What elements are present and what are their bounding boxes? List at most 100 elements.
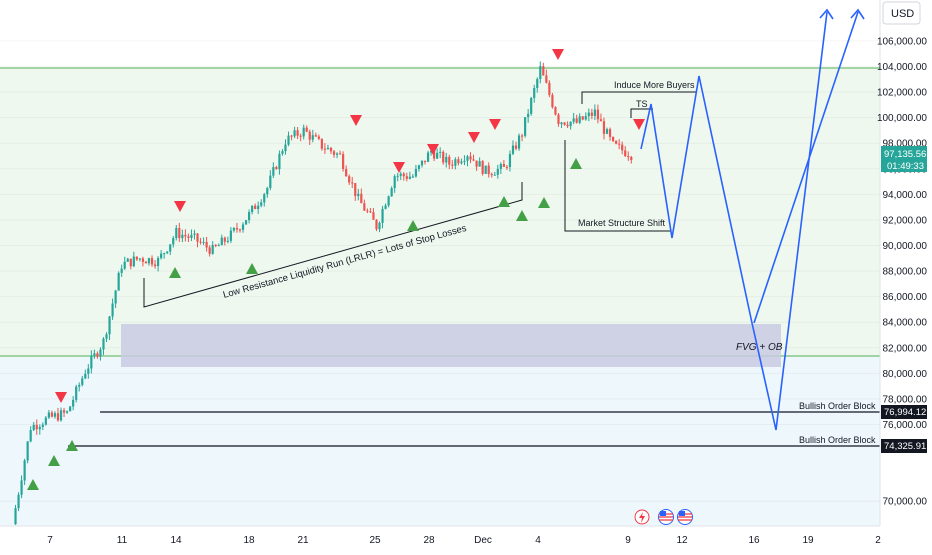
candle-body bbox=[602, 121, 606, 134]
candle-body bbox=[375, 219, 378, 230]
candle-body bbox=[293, 130, 296, 137]
candle-body bbox=[475, 160, 478, 167]
candle-body bbox=[150, 258, 154, 265]
candle-body bbox=[93, 353, 96, 356]
candle-body bbox=[26, 441, 29, 461]
candle-body bbox=[366, 210, 369, 212]
mss-label: Market Structure Shift bbox=[578, 218, 666, 228]
current-price-countdown: 01:49:33 bbox=[887, 161, 924, 172]
time-axis[interactable]: 7 11 14 18 21 25 28 Dec 4 9 12 16 19 2 bbox=[47, 535, 881, 546]
us-flag-canton-1 bbox=[660, 511, 666, 516]
candle-body bbox=[23, 460, 26, 481]
candle-body bbox=[533, 88, 536, 99]
candle-body bbox=[423, 160, 427, 162]
candle-body bbox=[451, 164, 454, 166]
price-tick-label: 76,000.00 bbox=[883, 420, 928, 431]
candle-body bbox=[569, 121, 572, 127]
candle-body bbox=[187, 236, 190, 238]
candle-body bbox=[311, 135, 314, 140]
candle-body bbox=[414, 168, 418, 177]
candle-body bbox=[417, 165, 421, 169]
candle-body bbox=[181, 234, 184, 239]
candle-body bbox=[214, 244, 217, 247]
candle-body bbox=[445, 156, 448, 163]
candle-body bbox=[62, 410, 66, 413]
candle-body bbox=[454, 159, 457, 166]
candle-body bbox=[266, 188, 269, 195]
up-marker-icon bbox=[48, 455, 60, 466]
price-tick-label: 88,000.00 bbox=[883, 267, 928, 278]
candle-body bbox=[235, 228, 239, 230]
time-tick-label: Dec bbox=[474, 535, 492, 546]
candle-body bbox=[147, 258, 151, 264]
candle-body bbox=[254, 205, 257, 210]
candle-body bbox=[72, 399, 75, 407]
candle-body bbox=[463, 160, 466, 162]
candle-body bbox=[296, 130, 299, 136]
down-marker-icon bbox=[350, 115, 362, 126]
candle-body bbox=[587, 112, 590, 117]
projection-path[interactable] bbox=[640, 11, 828, 431]
candle-body bbox=[75, 386, 78, 400]
down-marker-icon bbox=[633, 119, 645, 130]
candle-body bbox=[129, 258, 132, 267]
projection-path-2[interactable] bbox=[753, 11, 859, 324]
candle-body bbox=[433, 150, 436, 159]
candle-body bbox=[284, 144, 287, 152]
candle-body bbox=[442, 151, 445, 163]
level-tag-2 bbox=[881, 439, 927, 453]
candle-body bbox=[263, 194, 266, 203]
candle-body bbox=[223, 237, 226, 242]
price-tick-label: 70,000.00 bbox=[883, 497, 928, 508]
candle-body bbox=[226, 240, 229, 242]
candle-body bbox=[205, 241, 208, 248]
candle-body bbox=[466, 156, 469, 161]
candle-body bbox=[557, 114, 560, 125]
current-price-tag[interactable] bbox=[881, 146, 927, 172]
candle-body bbox=[175, 228, 178, 239]
candle-body bbox=[338, 153, 342, 155]
candle-body bbox=[436, 152, 439, 159]
candle-body bbox=[50, 412, 54, 417]
up-marker-icon bbox=[27, 479, 39, 490]
candle-body bbox=[153, 264, 157, 267]
time-tick-label: 14 bbox=[170, 535, 182, 546]
fvg-ob-zone[interactable] bbox=[121, 324, 781, 367]
candle-body bbox=[44, 417, 47, 425]
time-tick-label: 18 bbox=[243, 535, 255, 546]
candle-body bbox=[138, 258, 141, 260]
candle-body bbox=[90, 355, 93, 369]
candle-body bbox=[393, 176, 396, 189]
time-tick-label: 28 bbox=[423, 535, 435, 546]
candle-body bbox=[299, 135, 302, 137]
upper-range-zone bbox=[0, 68, 880, 356]
down-marker-icon bbox=[174, 201, 186, 212]
candle-body bbox=[554, 107, 557, 115]
up-marker-icon bbox=[570, 158, 582, 169]
candle-body bbox=[275, 167, 278, 170]
candle-body bbox=[596, 109, 600, 120]
candle-body bbox=[323, 148, 327, 150]
down-marker-icon bbox=[393, 162, 405, 173]
candle-body bbox=[408, 176, 411, 179]
candle-body bbox=[354, 183, 357, 197]
down-marker-icon bbox=[468, 132, 480, 143]
candle-body bbox=[108, 316, 111, 335]
candle-body bbox=[560, 122, 563, 125]
candle-body bbox=[621, 144, 624, 151]
fvg-ob-label: FVG + OB bbox=[736, 342, 783, 353]
candle-body bbox=[178, 228, 181, 239]
currency-button[interactable] bbox=[882, 1, 921, 25]
candle-body bbox=[342, 154, 345, 169]
candle-body bbox=[105, 334, 108, 339]
candle-body bbox=[536, 79, 539, 89]
ts-bracket bbox=[630, 108, 653, 118]
candle-body bbox=[381, 208, 384, 223]
down-marker-icon bbox=[552, 49, 564, 60]
price-tick-label: 98,000.00 bbox=[883, 139, 928, 150]
candle-body bbox=[611, 136, 615, 141]
flash-glyph bbox=[639, 512, 645, 523]
price-axis[interactable]: 106,000.00 104,000.00 102,000.00 100,000.00… bbox=[877, 36, 927, 507]
candle-body bbox=[351, 182, 354, 184]
